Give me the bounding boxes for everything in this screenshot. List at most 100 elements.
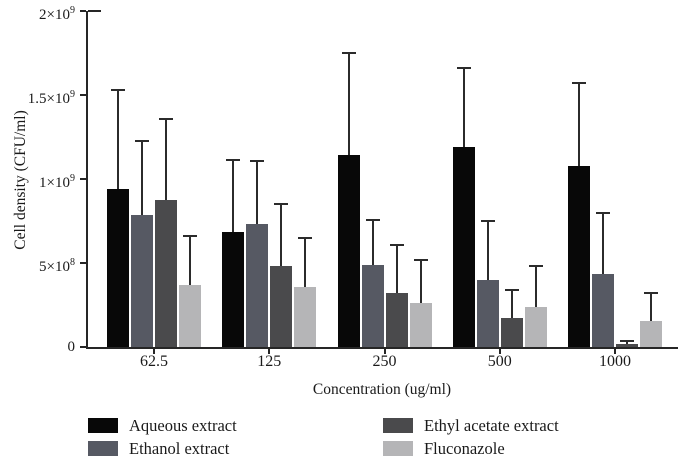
error-bar-line [371, 220, 374, 265]
bar-aqueous-extract [337, 155, 360, 347]
y-tick-label: 1.5×109 [27, 89, 75, 107]
bar-ethanol-extract [361, 264, 384, 347]
error-bar-cap [413, 258, 428, 261]
bar-aqueous-extract [107, 189, 129, 347]
error-bar-cap [389, 243, 404, 246]
x-tick-label: 1000 [599, 353, 631, 370]
exponent: 9 [70, 89, 75, 100]
legend-item-ethyl-acetate-extract: Ethyl acetate extract [383, 414, 559, 437]
x-tick-label: 500 [487, 353, 512, 370]
y-tick [80, 94, 86, 96]
error-bar-line [419, 259, 422, 304]
bar-ethanol-extract [131, 215, 153, 347]
y-tick-label: 0 [67, 339, 76, 355]
x-tick [614, 349, 616, 354]
y-tick-label: 1×109 [39, 173, 75, 191]
error-bar-line [462, 68, 465, 148]
legend-item-ethanol-extract: Ethanol extract [88, 437, 237, 460]
bar-fluconazole [409, 303, 432, 347]
x-tick-label: 125 [257, 353, 282, 370]
y-tick [80, 262, 86, 264]
legend-label: Fluconazole [424, 438, 505, 458]
y-tick-label: 2×109 [39, 5, 75, 23]
error-bar-line [189, 236, 191, 285]
error-bar-cap [298, 236, 313, 239]
error-bar-line [626, 341, 628, 344]
legend-swatch-ethanol-extract [88, 441, 118, 456]
error-bar-line [486, 221, 489, 280]
x-tick [498, 349, 501, 354]
bar-ethyl-acetate-extract [270, 266, 293, 347]
error-bar-cap [274, 203, 289, 206]
bar-fluconazole [294, 287, 317, 347]
y-tick [80, 178, 86, 180]
bar-ethanol-extract [476, 279, 499, 347]
error-bar-line [256, 160, 259, 225]
bar-ethyl-acetate-extract [385, 293, 408, 347]
y-axis-title: Cell density (CFU/ml) [12, 110, 29, 250]
exponent: 9 [70, 5, 75, 16]
bar-ethanol-extract [246, 224, 269, 347]
legend-swatch-ethyl-acetate-extract [383, 418, 413, 433]
legend-label: Aqueous extract [129, 415, 237, 435]
x-axis-title: Concentration (ug/ml) [312, 381, 452, 398]
error-bar-cap [135, 140, 149, 143]
bar-ethyl-acetate-extract [155, 200, 177, 347]
y-tick [80, 346, 86, 348]
error-bar-line [141, 141, 143, 216]
y-axis-line [86, 11, 88, 349]
bar-ethyl-acetate-extract [500, 318, 523, 347]
y-tick-label: 5×108 [39, 257, 75, 275]
error-bar-line [280, 204, 283, 267]
error-bar-cap [620, 340, 634, 343]
error-bar-cap [365, 219, 380, 222]
error-bar-cap [596, 211, 610, 214]
error-bar-cap [456, 67, 471, 70]
bar-ethyl-acetate-extract [616, 343, 638, 347]
legend-label: Ethanol extract [129, 438, 230, 458]
exponent: 8 [70, 257, 75, 268]
error-bar-line [165, 119, 167, 200]
bar-aqueous-extract [568, 165, 590, 347]
error-bar-line [232, 159, 235, 232]
error-bar-line [347, 53, 350, 156]
bar-fluconazole [640, 320, 662, 347]
legend-swatch-fluconazole [383, 441, 413, 456]
legend-label: Ethyl acetate extract [424, 415, 559, 435]
error-bar-cap [572, 82, 586, 85]
bar-ethanol-extract [592, 273, 614, 347]
error-bar-cap [504, 288, 519, 291]
x-tick [153, 349, 155, 354]
error-bar-line [117, 89, 119, 190]
x-tick-label: 62.5 [140, 353, 168, 370]
error-bar-cap [341, 52, 356, 54]
error-bar-cap [183, 235, 197, 238]
error-bar-cap [528, 265, 543, 268]
y-tick [80, 10, 86, 12]
legend-swatch-aqueous-extract [88, 418, 118, 433]
x-tick-label: 250 [372, 353, 397, 370]
x-tick [383, 349, 386, 354]
y-axis-top-cap [88, 10, 101, 12]
x-tick [268, 349, 271, 354]
error-bar-line [650, 293, 652, 321]
bar-fluconazole [524, 306, 547, 347]
legend-item-aqueous-extract: Aqueous extract [88, 414, 237, 437]
error-bar-line [578, 83, 580, 166]
error-bar-cap [250, 159, 265, 162]
error-bar-line [534, 266, 537, 307]
error-bar-cap [644, 292, 658, 295]
bar-fluconazole [179, 284, 201, 347]
error-bar-line [395, 244, 398, 294]
legend-column-left: Aqueous extract Ethanol extract [88, 414, 237, 460]
error-bar-cap [226, 158, 241, 161]
bar-aqueous-extract [222, 231, 245, 347]
error-bar-line [510, 289, 513, 319]
legend-column-right: Ethyl acetate extract Fluconazole [383, 414, 559, 460]
legend-item-fluconazole: Fluconazole [383, 437, 559, 460]
error-bar-cap [111, 88, 125, 91]
bar-aqueous-extract [452, 147, 475, 347]
error-bar-cap [159, 118, 173, 121]
